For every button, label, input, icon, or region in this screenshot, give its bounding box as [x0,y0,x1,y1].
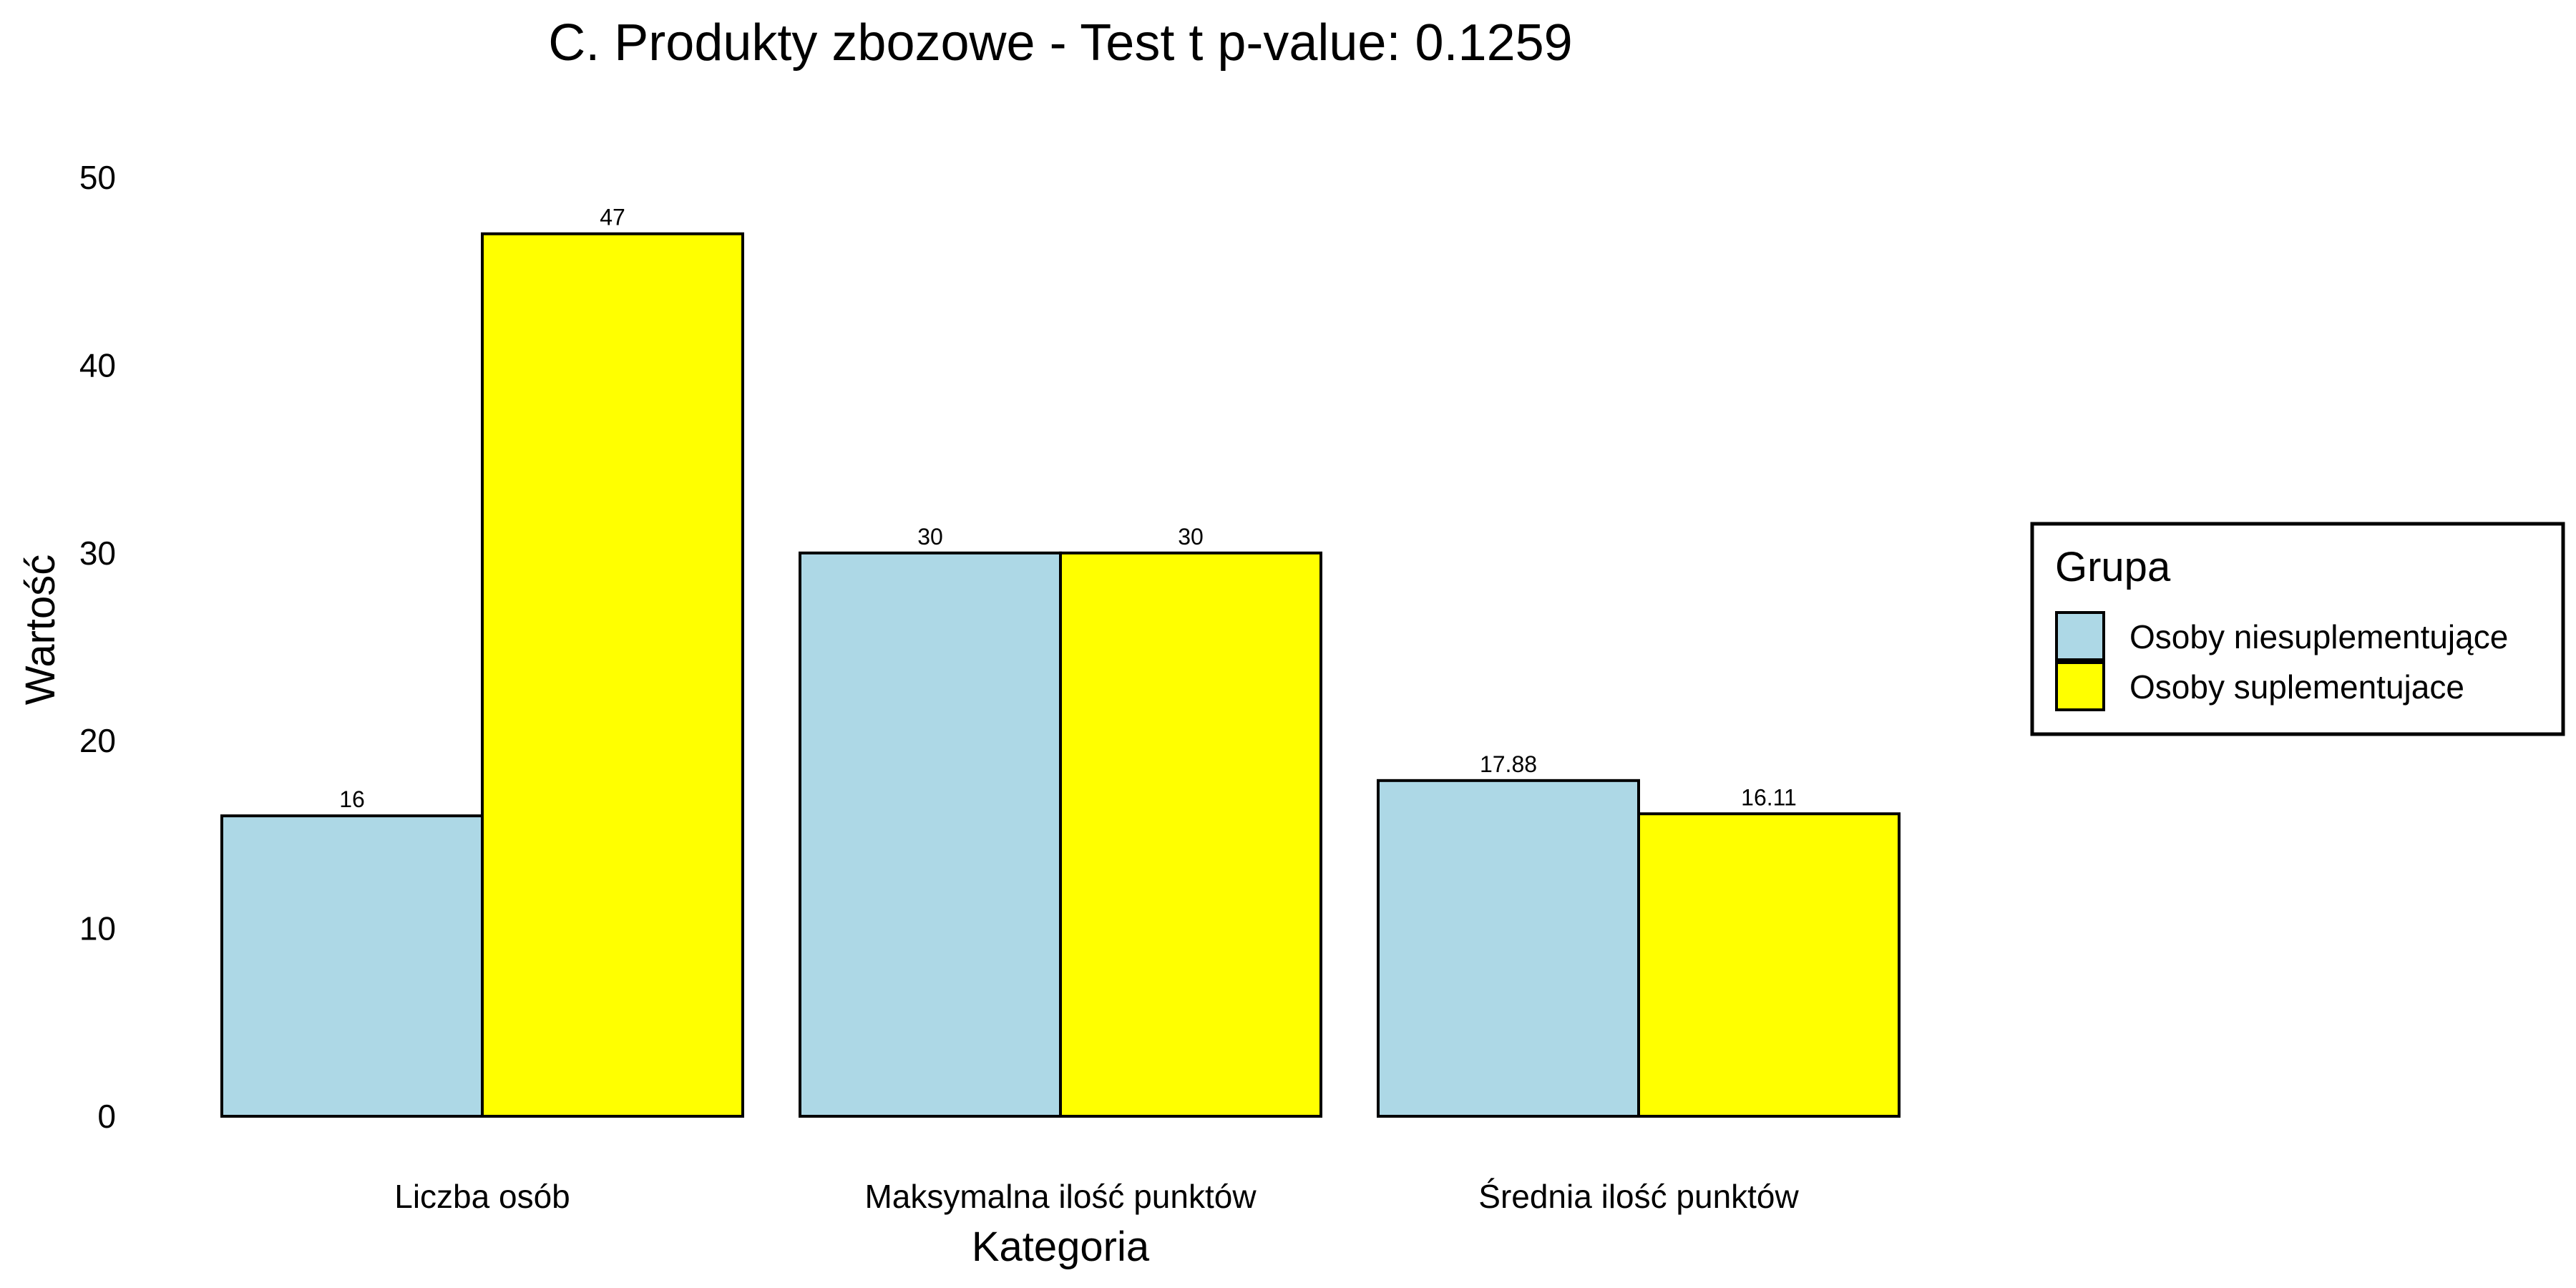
bars-group [220,232,1901,1118]
x-axis-title: Kategoria [972,1224,1150,1270]
y-tick-label-0: 0 [97,1098,116,1135]
data-label-0-0: 16 [339,786,365,812]
y-tick-label-3: 30 [79,535,116,572]
data-label-2-1: 16.11 [1741,784,1797,810]
bar-0-0 [220,814,484,1118]
category-labels-group: Liczba osób Maksymalna ilość punktów Średn… [394,1178,1799,1215]
bar-2-1 [1637,812,1901,1118]
legend-box [2030,522,2565,736]
bar-0-1 [481,232,744,1118]
data-label-0-1: 47 [600,205,625,230]
category-label-1: Maksymalna ilość punktów [864,1178,1257,1215]
legend-swatch-series-0 [2055,611,2105,661]
category-label-0: Liczba osób [394,1178,570,1215]
bar-2-0 [1377,779,1640,1118]
data-labels-group: 16 47 30 30 17.88 16.11 [339,205,1797,812]
chart-title: C. Produkty zbozowe - Test t p-value: 0.… [548,14,1572,72]
data-label-2-0: 17.88 [1480,751,1537,777]
y-tick-label-2: 20 [79,722,116,759]
bar-1-1 [1059,551,1322,1118]
legend-title: Grupa [2055,544,2171,590]
data-label-1-0: 30 [917,524,943,550]
y-axis-title: Wartość [17,555,64,706]
legend-label-series-1: Osoby suplementujace [2129,668,2464,706]
legend-swatch-series-1 [2055,661,2105,711]
y-tick-label-5: 50 [79,159,116,196]
legend: Grupa Osoby niesuplementujące Osoby supl… [2030,522,2565,736]
category-label-2: Średnia ilość punktów [1478,1178,1799,1215]
bar-1-0 [799,551,1062,1118]
y-tick-label-4: 40 [79,346,116,384]
y-axis-ticks: 0 10 20 30 40 50 [79,159,116,1135]
legend-label-series-0: Osoby niesuplementujące [2129,618,2508,655]
data-label-1-1: 30 [1178,524,1204,550]
y-tick-label-1: 10 [79,910,116,947]
